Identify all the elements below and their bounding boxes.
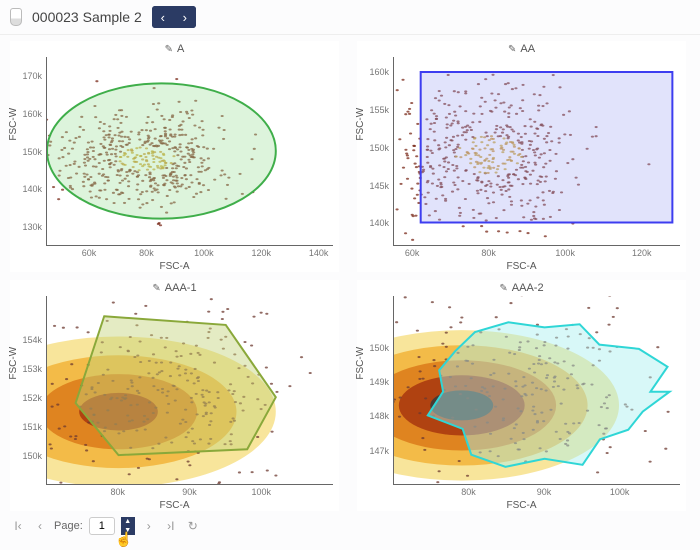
x-ticks: 60k80k100k120k <box>393 248 680 260</box>
y-ticks: 130k140k150k160k170k <box>10 57 44 246</box>
next-page-button[interactable]: › <box>141 518 157 534</box>
page-input[interactable] <box>89 517 115 535</box>
page-stepper: ▲ ▼ <box>121 517 135 535</box>
x-axis-label: FSC-A <box>160 261 190 272</box>
refresh-button[interactable]: ↻ <box>185 518 201 534</box>
edit-icon[interactable]: ✎ <box>499 283 507 294</box>
y-ticks: 147k148k149k150k <box>357 296 391 485</box>
prev-sample-button[interactable]: ‹ <box>152 6 174 28</box>
plot-aa[interactable]: ✎AA FSC-W 140k145k150k155k160k 60k80k100… <box>357 41 686 272</box>
x-ticks: 80k90k100k <box>393 487 680 499</box>
x-ticks: 60k80k100k120k140k <box>46 248 333 260</box>
page-step-down[interactable]: ▼ <box>121 526 135 535</box>
plot-title-label: AAA-2 <box>512 282 544 294</box>
edit-icon[interactable]: ✎ <box>152 283 160 294</box>
page-step-up[interactable]: ▲ <box>121 517 135 526</box>
last-page-button[interactable]: ›I <box>163 518 179 534</box>
plot-title-label: A <box>177 43 184 55</box>
x-ticks: 80k90k100k <box>46 487 333 499</box>
prev-page-button[interactable]: ‹ <box>32 518 48 534</box>
x-axis-label: FSC-A <box>507 261 537 272</box>
plot-axes <box>393 296 680 485</box>
x-axis-label: FSC-A <box>507 500 537 511</box>
page-label: Page: <box>54 520 83 532</box>
plot-a[interactable]: ✎A FSC-W 130k140k150k160k170k 60k80k100k… <box>10 41 339 272</box>
header-bar: 000023 Sample 2 ‹ › <box>0 0 700 35</box>
plot-title-label: AA <box>520 43 535 55</box>
plot-aaa-1[interactable]: ✎AAA-1 FSC-W 150k151k152k153k154k 80k90k… <box>10 280 339 511</box>
first-page-button[interactable]: I‹ <box>10 518 26 534</box>
plot-axes <box>46 57 333 246</box>
next-sample-button[interactable]: › <box>174 6 196 28</box>
edit-icon[interactable]: ✎ <box>508 44 516 55</box>
plot-axes <box>46 296 333 485</box>
plot-axes <box>393 57 680 246</box>
y-ticks: 150k151k152k153k154k <box>10 296 44 485</box>
sample-nav: ‹ › <box>152 6 196 28</box>
y-ticks: 140k145k150k155k160k <box>357 57 391 246</box>
plot-title-label: AAA-1 <box>165 282 197 294</box>
x-axis-label: FSC-A <box>160 500 190 511</box>
edit-icon[interactable]: ✎ <box>165 44 173 55</box>
vial-icon <box>10 8 22 26</box>
pagination-bar: I‹ ‹ Page: ▲ ▼ › ›I ↻ ☝ <box>0 515 700 537</box>
plot-aaa-2[interactable]: ✎AAA-2 FSC-W 147k148k149k150k 80k90k100k… <box>357 280 686 511</box>
sample-label: 000023 Sample 2 <box>32 9 142 25</box>
plot-grid: ✎A FSC-W 130k140k150k160k170k 60k80k100k… <box>0 35 700 515</box>
